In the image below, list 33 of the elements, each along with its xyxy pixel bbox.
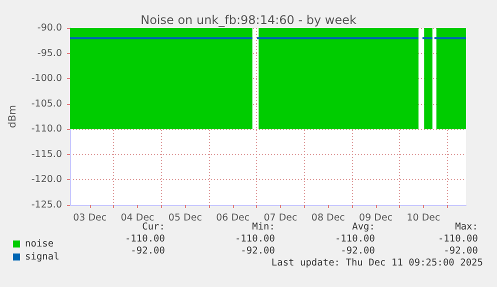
chart-title: Noise on unk_fb:98:14:60 - by week [140,13,356,27]
text: Last update: Thu Dec 11 09:25:00 2025 [271,258,483,268]
y-tick-label: -90.0 [37,22,62,34]
x-tick-label: 05 Dec [168,212,202,224]
x-tick-label: 04 Dec [120,212,154,224]
text: Avg: [352,222,375,232]
x-tick-label: 10 Dec [406,212,440,224]
legend-label: noise [25,238,54,250]
y-tick-label: -105.0 [31,98,62,110]
y-tick-label: -125.0 [31,200,62,210]
y-tick-label: -115.0 [31,148,62,160]
text: -92.00 [444,246,478,256]
text: -92.00 [340,246,376,256]
x-tick-label: 03 Dec [73,212,107,224]
text: -92.00 [130,246,166,256]
text: -110.00 [124,234,166,244]
y-tick-label: -95.0 [37,48,62,59]
x-tick-label: 09 Dec [359,212,393,224]
x-tick-label: 07 Dec [264,212,298,224]
text: Min: [252,222,275,232]
text: -92.00 [240,246,276,256]
x-tick-label: 08 Dec [311,212,345,224]
text: -110.00 [234,234,276,244]
legend-label: signal [25,252,60,262]
text: Cur: [142,222,165,232]
y-tick-label: -100.0 [31,73,62,84]
text: Max: [455,222,478,232]
x-tick-label: 06 Dec [216,212,250,224]
text: -110.00 [334,234,376,244]
text: -110.00 [438,234,478,244]
y-axis-title: dBm [8,105,18,128]
y-tick-label: -120.0 [31,174,62,186]
y-tick-label: -110.0 [31,124,62,135]
